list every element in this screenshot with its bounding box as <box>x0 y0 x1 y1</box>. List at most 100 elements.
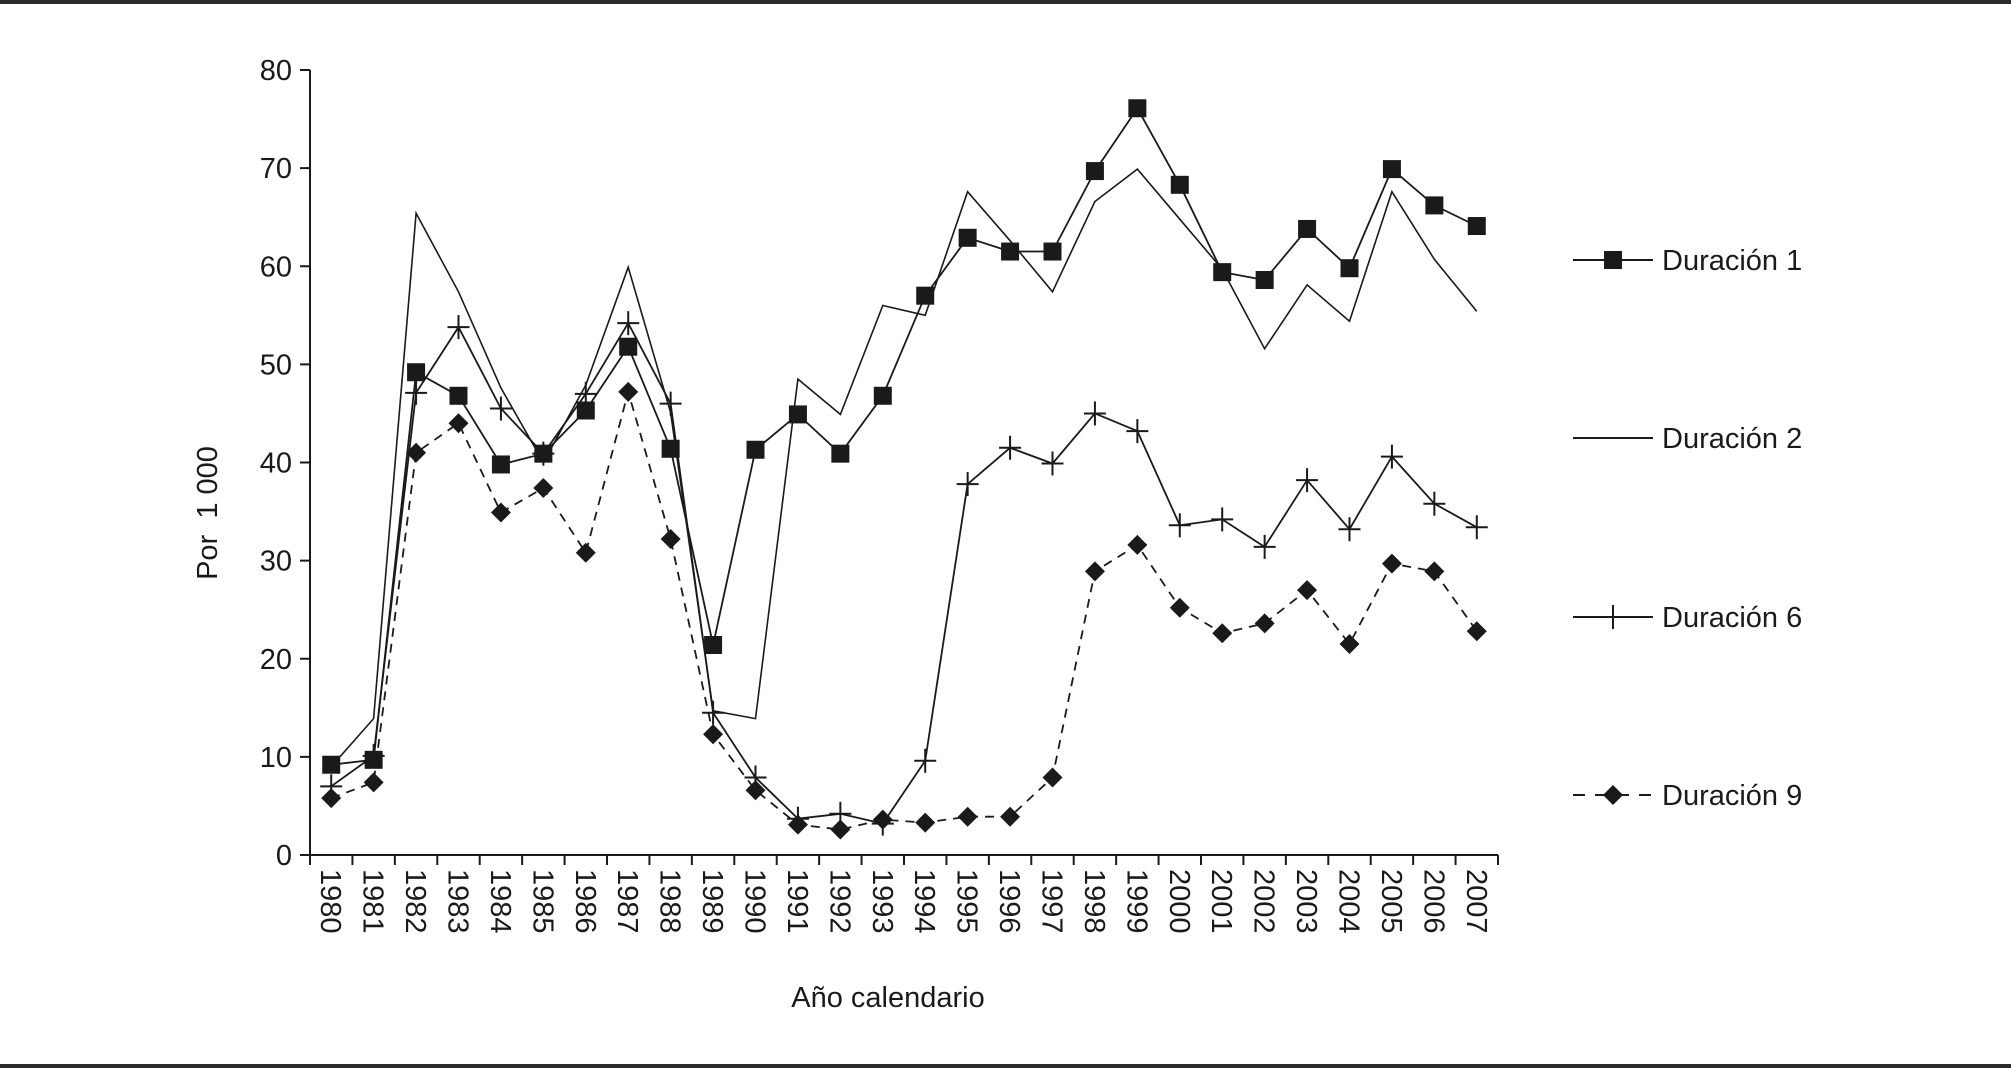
data-point <box>1170 175 1189 194</box>
x-tick-label: 1983 <box>442 869 474 934</box>
data-point <box>491 455 510 474</box>
x-tick-label: 1992 <box>823 869 855 934</box>
legend-label: Duración 2 <box>1662 423 1802 455</box>
y-tick-label: 60 <box>260 251 292 283</box>
data-point <box>1213 263 1232 282</box>
legend: Duración 1 Duración 2 Duración 6 Duración 9 <box>1573 245 1802 812</box>
series-line <box>330 321 1478 825</box>
data-point <box>1382 160 1401 179</box>
x-tick-label: 2004 <box>1333 869 1365 934</box>
data-point <box>405 380 428 405</box>
data-point <box>999 435 1022 460</box>
data-point <box>1381 553 1402 574</box>
data-point <box>873 386 892 405</box>
y-tick-label: 0 <box>276 840 292 872</box>
data-point <box>1423 491 1446 516</box>
data-point <box>1001 242 1020 261</box>
data-point <box>448 413 469 434</box>
legend-marker <box>1604 251 1622 269</box>
x-tick-label: 1993 <box>866 869 898 934</box>
y-tick-label: 40 <box>260 448 292 480</box>
data-point <box>574 381 597 406</box>
data-point <box>321 788 342 809</box>
y-tick-label: 80 <box>260 55 292 87</box>
x-tick-label: 1980 <box>314 869 346 934</box>
y-axis: 0 10 20 30 40 50 60 70 80 <box>260 55 311 872</box>
data-point <box>363 772 384 793</box>
legend-item: Duración 9 <box>1573 780 1802 812</box>
data-point <box>1255 270 1274 289</box>
data-point <box>1127 534 1148 555</box>
data-point <box>1043 242 1062 261</box>
data-point <box>1085 162 1104 181</box>
data-point <box>661 439 680 458</box>
data-point <box>1466 621 1487 642</box>
data-point <box>322 755 341 774</box>
data-point <box>1212 623 1233 644</box>
data-point <box>1425 196 1444 215</box>
data-point <box>831 444 850 463</box>
data-point <box>1297 580 1318 601</box>
x-tick-label: 2000 <box>1163 869 1195 934</box>
data-point <box>1380 444 1403 469</box>
data-point <box>956 472 979 497</box>
data-point <box>489 396 512 421</box>
data-point <box>1211 507 1234 532</box>
legend-marker <box>1603 785 1623 805</box>
data-point <box>745 780 766 801</box>
x-tick-label: 1984 <box>484 869 516 934</box>
x-tick-label: 1996 <box>993 869 1025 934</box>
data-point <box>1424 561 1445 582</box>
x-tick-label: 1988 <box>654 869 686 934</box>
data-point <box>407 363 426 382</box>
x-tick-label: 2001 <box>1205 869 1237 934</box>
x-tick-label: 1981 <box>357 869 389 934</box>
data-point <box>1000 806 1021 827</box>
data-point <box>1254 613 1275 634</box>
x-tick-label: 1999 <box>1120 869 1152 934</box>
x-tick-label: 1982 <box>399 869 431 934</box>
series-3 <box>320 311 1488 836</box>
data-point <box>575 542 596 563</box>
series-2 <box>330 168 1478 768</box>
y-tick-label: 30 <box>260 546 292 578</box>
data-point <box>660 529 681 550</box>
data-point <box>532 441 555 466</box>
x-tick-label: 2007 <box>1460 869 1492 934</box>
data-point <box>447 315 470 340</box>
legend-marker <box>1602 605 1624 629</box>
legend-label: Duración 9 <box>1662 780 1802 812</box>
x-tick-label: 1985 <box>526 869 558 934</box>
data-point <box>576 401 595 420</box>
x-tick-label: 1995 <box>951 869 983 934</box>
y-axis-title: Por 1 000 <box>192 446 224 580</box>
legend-item: Duración 2 <box>1573 423 1802 455</box>
x-tick-label: 2002 <box>1248 869 1280 934</box>
x-tick-label: 1989 <box>696 869 728 934</box>
x-tick-label: 2005 <box>1375 869 1407 934</box>
data-point <box>704 636 723 655</box>
data-point <box>406 442 427 463</box>
series-4 <box>321 381 1487 840</box>
data-point <box>1042 767 1063 788</box>
data-point <box>1467 217 1486 236</box>
data-point <box>702 700 725 725</box>
x-axis: 1980 1981 1982 1983 1984 1985 1986 1987 1988 1989… <box>309 854 1499 934</box>
data-point <box>957 806 978 827</box>
data-point <box>618 381 639 402</box>
data-point <box>1253 534 1276 559</box>
legend-label: Duración 1 <box>1662 245 1802 277</box>
x-tick-label: 2003 <box>1290 869 1322 934</box>
y-tick-label: 20 <box>260 644 292 676</box>
data-point <box>1339 634 1360 655</box>
x-tick-label: 1994 <box>908 869 940 934</box>
data-point <box>1128 99 1147 118</box>
x-tick-label: 1998 <box>1078 869 1110 934</box>
data-point <box>533 478 554 499</box>
plot-series <box>320 99 1488 840</box>
legend-item: Duración 1 <box>1573 245 1802 277</box>
data-point <box>1465 515 1488 540</box>
data-point <box>490 502 511 523</box>
